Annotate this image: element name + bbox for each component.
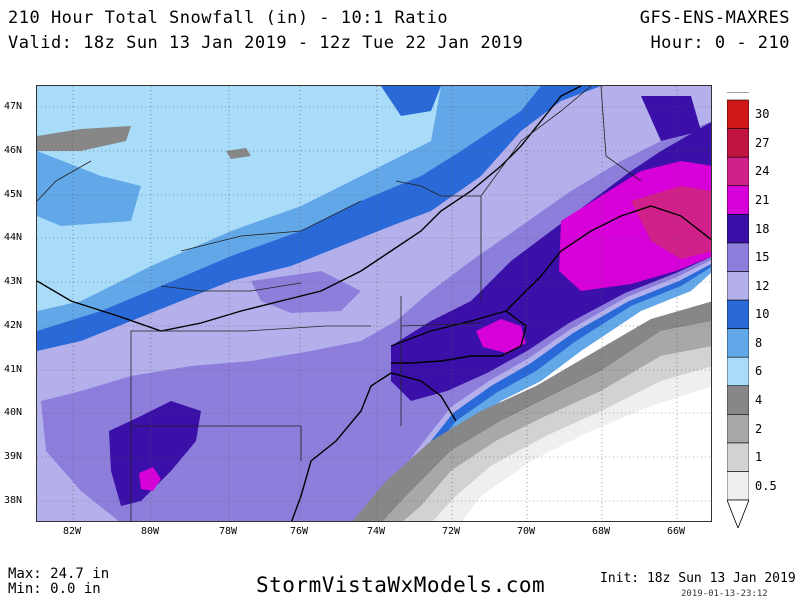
legend-label-12: 12 xyxy=(755,278,770,293)
legend-swatch-2 xyxy=(727,413,749,444)
legend-swatch-24 xyxy=(727,156,749,187)
legend-swatch-15 xyxy=(727,242,749,272)
legend-label-2: 2 xyxy=(755,421,763,436)
legend-label-24: 24 xyxy=(755,164,770,179)
lon-label-82w: 82W xyxy=(62,526,82,537)
lon-label-78w: 78W xyxy=(218,526,238,537)
legend-swatch-12 xyxy=(727,271,749,301)
legend-swatch-1 xyxy=(727,442,749,472)
legend-label-21: 21 xyxy=(755,193,770,207)
valid-period: Valid: 18z Sun 13 Jan 2019 - 12z Tue 22 … xyxy=(8,33,524,53)
lat-label-47n: 47N xyxy=(4,101,23,112)
lat-label-38n: 38N xyxy=(4,495,23,506)
legend-label-18: 18 xyxy=(755,221,770,236)
lat-label-45n: 45N xyxy=(4,189,23,200)
legend-label-4: 4 xyxy=(755,393,763,407)
legend-swatch-6 xyxy=(727,356,749,387)
legend-label-10: 10 xyxy=(755,307,770,322)
legend-label-6: 6 xyxy=(755,364,763,379)
legend-swatch-27 xyxy=(727,128,749,158)
lon-label-80w: 80W xyxy=(140,526,160,537)
legend-swatch-30 xyxy=(727,99,749,129)
lon-label-74w: 74W xyxy=(366,526,386,537)
legend-color-scale xyxy=(727,99,749,528)
max-value: Max: 24.7 in xyxy=(8,566,110,582)
legend-bottom-arrow xyxy=(727,499,749,528)
map-title: 210 Hour Total Snowfall (in) - 10:1 Rati… xyxy=(8,8,449,28)
lat-label-43n: 43N xyxy=(4,276,23,287)
site-name: StormVistaWxModels.com xyxy=(256,573,546,597)
legend-label-27: 27 xyxy=(755,135,770,150)
legend-swatch-0.5 xyxy=(727,471,749,501)
lat-label-41n: 41N xyxy=(4,364,23,375)
lon-label-66w: 66W xyxy=(666,526,686,537)
legend-swatch-10 xyxy=(727,299,749,329)
snowfall-map-graphic xyxy=(37,86,711,521)
lon-label-68w: 68W xyxy=(591,526,611,537)
lat-label-42n: 42N xyxy=(4,320,23,331)
init-time: Init: 18z Sun 13 Jan 2019 xyxy=(600,571,796,586)
timestamp: 2019-01-13-23:12 xyxy=(681,589,768,599)
legend-swatch-4 xyxy=(727,385,749,415)
lat-label-46n: 46N xyxy=(4,145,23,156)
legend-label-1: 1 xyxy=(755,450,763,465)
lat-label-40n: 40N xyxy=(4,407,23,418)
legend-swatch-21 xyxy=(727,185,749,215)
legend-label-0.5: 0.5 xyxy=(755,478,777,493)
legend-label-30: 30 xyxy=(755,107,770,122)
lat-label-39n: 39N xyxy=(4,451,23,462)
legend-label-15: 15 xyxy=(755,250,770,265)
legend-swatch-8 xyxy=(727,328,749,358)
forecast-hours: Hour: 0 - 210 xyxy=(650,33,790,53)
min-value: Min: 0.0 in xyxy=(8,581,101,597)
legend-swatch-18 xyxy=(727,213,749,244)
lon-label-76w: 76W xyxy=(289,526,309,537)
lon-label-72w: 72W xyxy=(441,526,461,537)
lat-label-44n: 44N xyxy=(4,232,23,243)
lon-label-70w: 70W xyxy=(516,526,536,537)
model-name: GFS-ENS-MAXRES xyxy=(639,8,790,28)
snowfall-legend xyxy=(727,92,749,528)
legend-label-8: 8 xyxy=(755,335,763,350)
snowfall-map xyxy=(36,85,712,522)
